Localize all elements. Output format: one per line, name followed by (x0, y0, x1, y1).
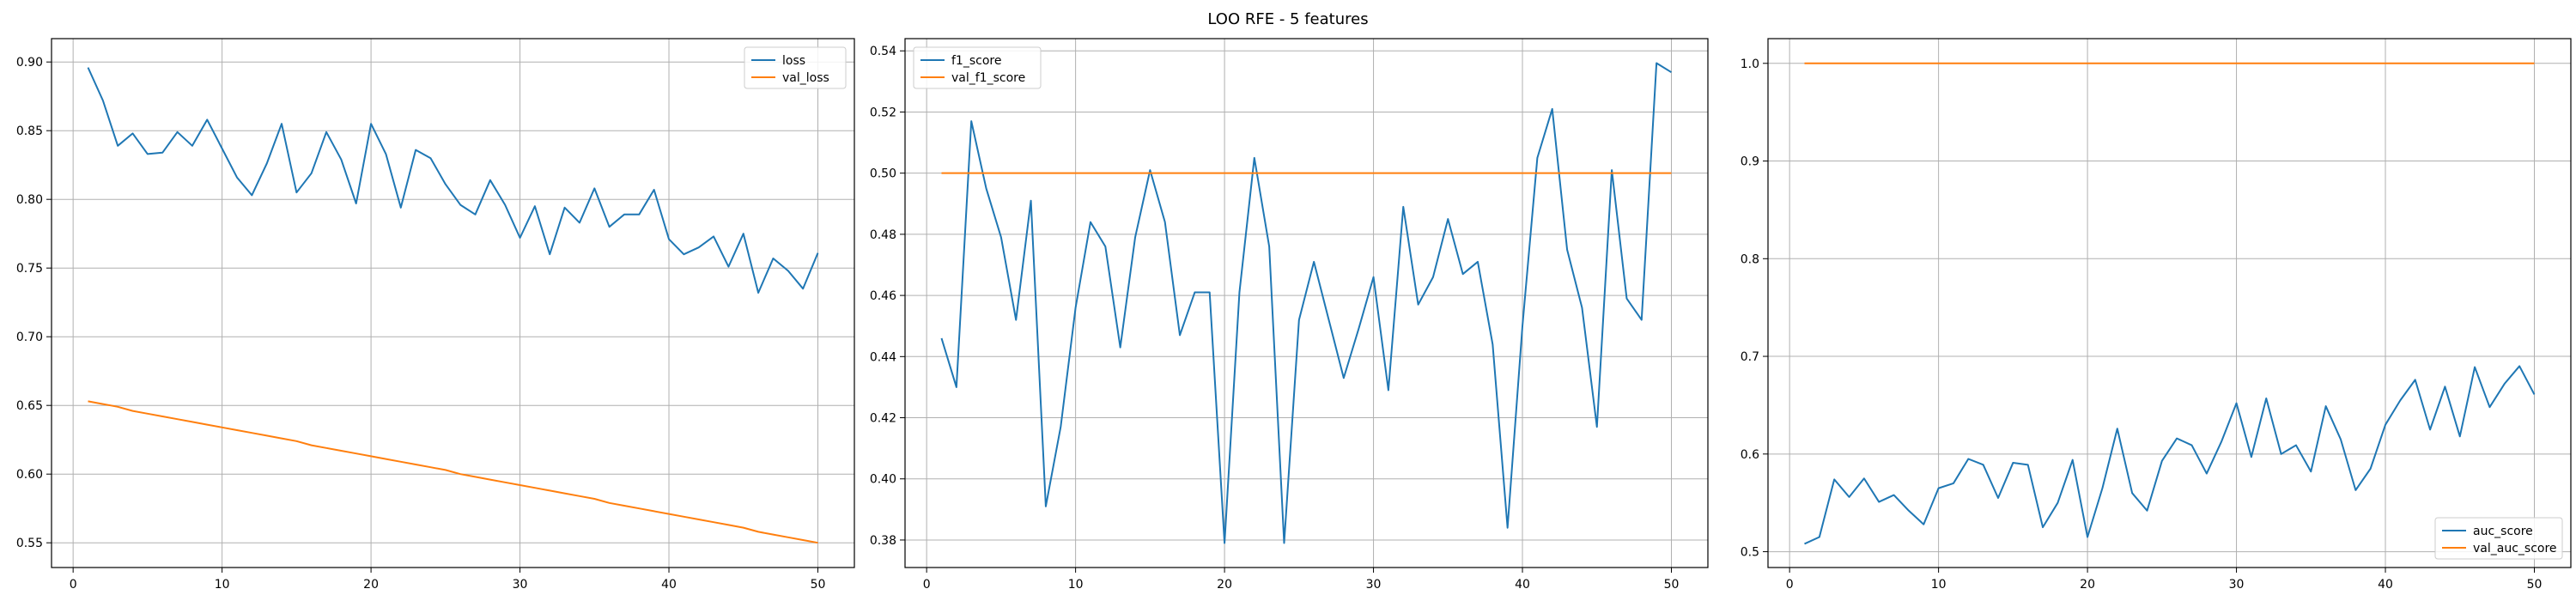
x-tick-label: 40 (1515, 578, 1530, 592)
y-tick-label: 0.9 (1741, 155, 1759, 169)
subplot-3: 0 10 20 30 40 50 0.5 0.6 0.7 0.8 0.9 1.0 auc_scoreva… (1741, 38, 2572, 592)
series-line-f1_score (940, 62, 1673, 544)
legend: auc_score val_auc_score (2434, 517, 2563, 560)
axes-frame (904, 38, 1709, 568)
y-tick-label: 0.40 (870, 473, 896, 487)
y-tick-label: 0.60 (16, 468, 43, 482)
axes-frame (51, 38, 855, 568)
y-tick-label: 0.90 (16, 56, 43, 70)
y-tick-label: 0.46 (870, 289, 896, 303)
x-tick-label: 30 (2229, 578, 2245, 592)
x-tick-label: 50 (811, 578, 826, 592)
x-tick-label: 10 (1931, 578, 1947, 592)
x-tick-label: 50 (2527, 578, 2543, 592)
subplot-1: 0 10 20 30 40 50 0.55 0.60 0.65 0.70 0.75 0.80 0.85 0… (16, 38, 855, 592)
y-tick-label: 0.44 (870, 350, 896, 364)
x-tick-label: 0 (1786, 578, 1794, 592)
legend: f1_score val_f1_score (913, 46, 1042, 89)
y-tick-label: 0.8 (1741, 252, 1759, 266)
y-tick-label: 0.50 (870, 167, 896, 181)
legend-box (2434, 517, 2563, 560)
subplot-2: 0 10 20 30 40 50 0.38 0.40 0.42 0.44 0.46 0.48 0.50 0… (870, 38, 1709, 592)
plot-area (1768, 39, 2571, 568)
y-tick-label: 0.48 (870, 228, 896, 242)
y-tick-label: 0.42 (870, 412, 896, 426)
legend-label-loss: loss (782, 54, 805, 68)
legend: loss val_loss (744, 46, 847, 89)
x-tick-label: 50 (1664, 578, 1680, 592)
subplots: 0 10 20 30 40 500.550.600.650.700.750.800.850… (16, 38, 2572, 592)
x-tick-label: 30 (1366, 578, 1382, 592)
y-tick-label: 0.70 (16, 331, 43, 344)
legend-label-f1_score: f1_score (951, 54, 1001, 68)
y-tick-label: 0.75 (16, 262, 43, 276)
y-tick-label: 0.7 (1741, 350, 1759, 364)
legend-label-auc_score: auc_score (2473, 525, 2533, 538)
plot-area (905, 39, 1708, 568)
y-tick-label: 0.5 (1741, 546, 1759, 560)
x-tick-label: 20 (1217, 578, 1232, 592)
x-tick-label: 0 (923, 578, 931, 592)
y-tick-label: 0.6 (1741, 448, 1759, 462)
x-tick-label: 20 (2080, 578, 2095, 592)
x-tick-label: 40 (661, 578, 677, 592)
legend-label-val_auc_score: val_auc_score (2473, 542, 2557, 555)
x-tick-label: 20 (363, 578, 379, 592)
y-tick-label: 0.52 (870, 106, 896, 119)
legend-box (913, 46, 1042, 89)
y-tick-label: 0.85 (16, 124, 43, 138)
y-tick-label: 0.80 (16, 193, 43, 207)
y-tick-label: 0.54 (870, 45, 896, 58)
x-tick-label: 30 (513, 578, 528, 592)
y-tick-label: 0.65 (16, 399, 43, 413)
series-line-auc_score (1804, 365, 2536, 545)
series-line-loss (87, 67, 819, 294)
plot-area (52, 39, 854, 568)
y-tick-label: 0.38 (870, 534, 896, 548)
y-tick-label: 1.0 (1741, 58, 1759, 71)
legend-label-val_f1_score: val_f1_score (951, 71, 1025, 85)
x-tick-label: 40 (2378, 578, 2393, 592)
x-tick-label: 10 (1068, 578, 1084, 592)
series-line-val_loss (88, 400, 818, 544)
y-tick-label: 0.55 (16, 537, 43, 550)
figure-title: LOO RFE - 5 features (1207, 10, 1368, 28)
x-tick-label: 0 (70, 578, 77, 592)
axes-frame (1767, 38, 2572, 568)
x-tick-label: 10 (215, 578, 230, 592)
legend-label-val_loss: val_loss (782, 71, 829, 85)
